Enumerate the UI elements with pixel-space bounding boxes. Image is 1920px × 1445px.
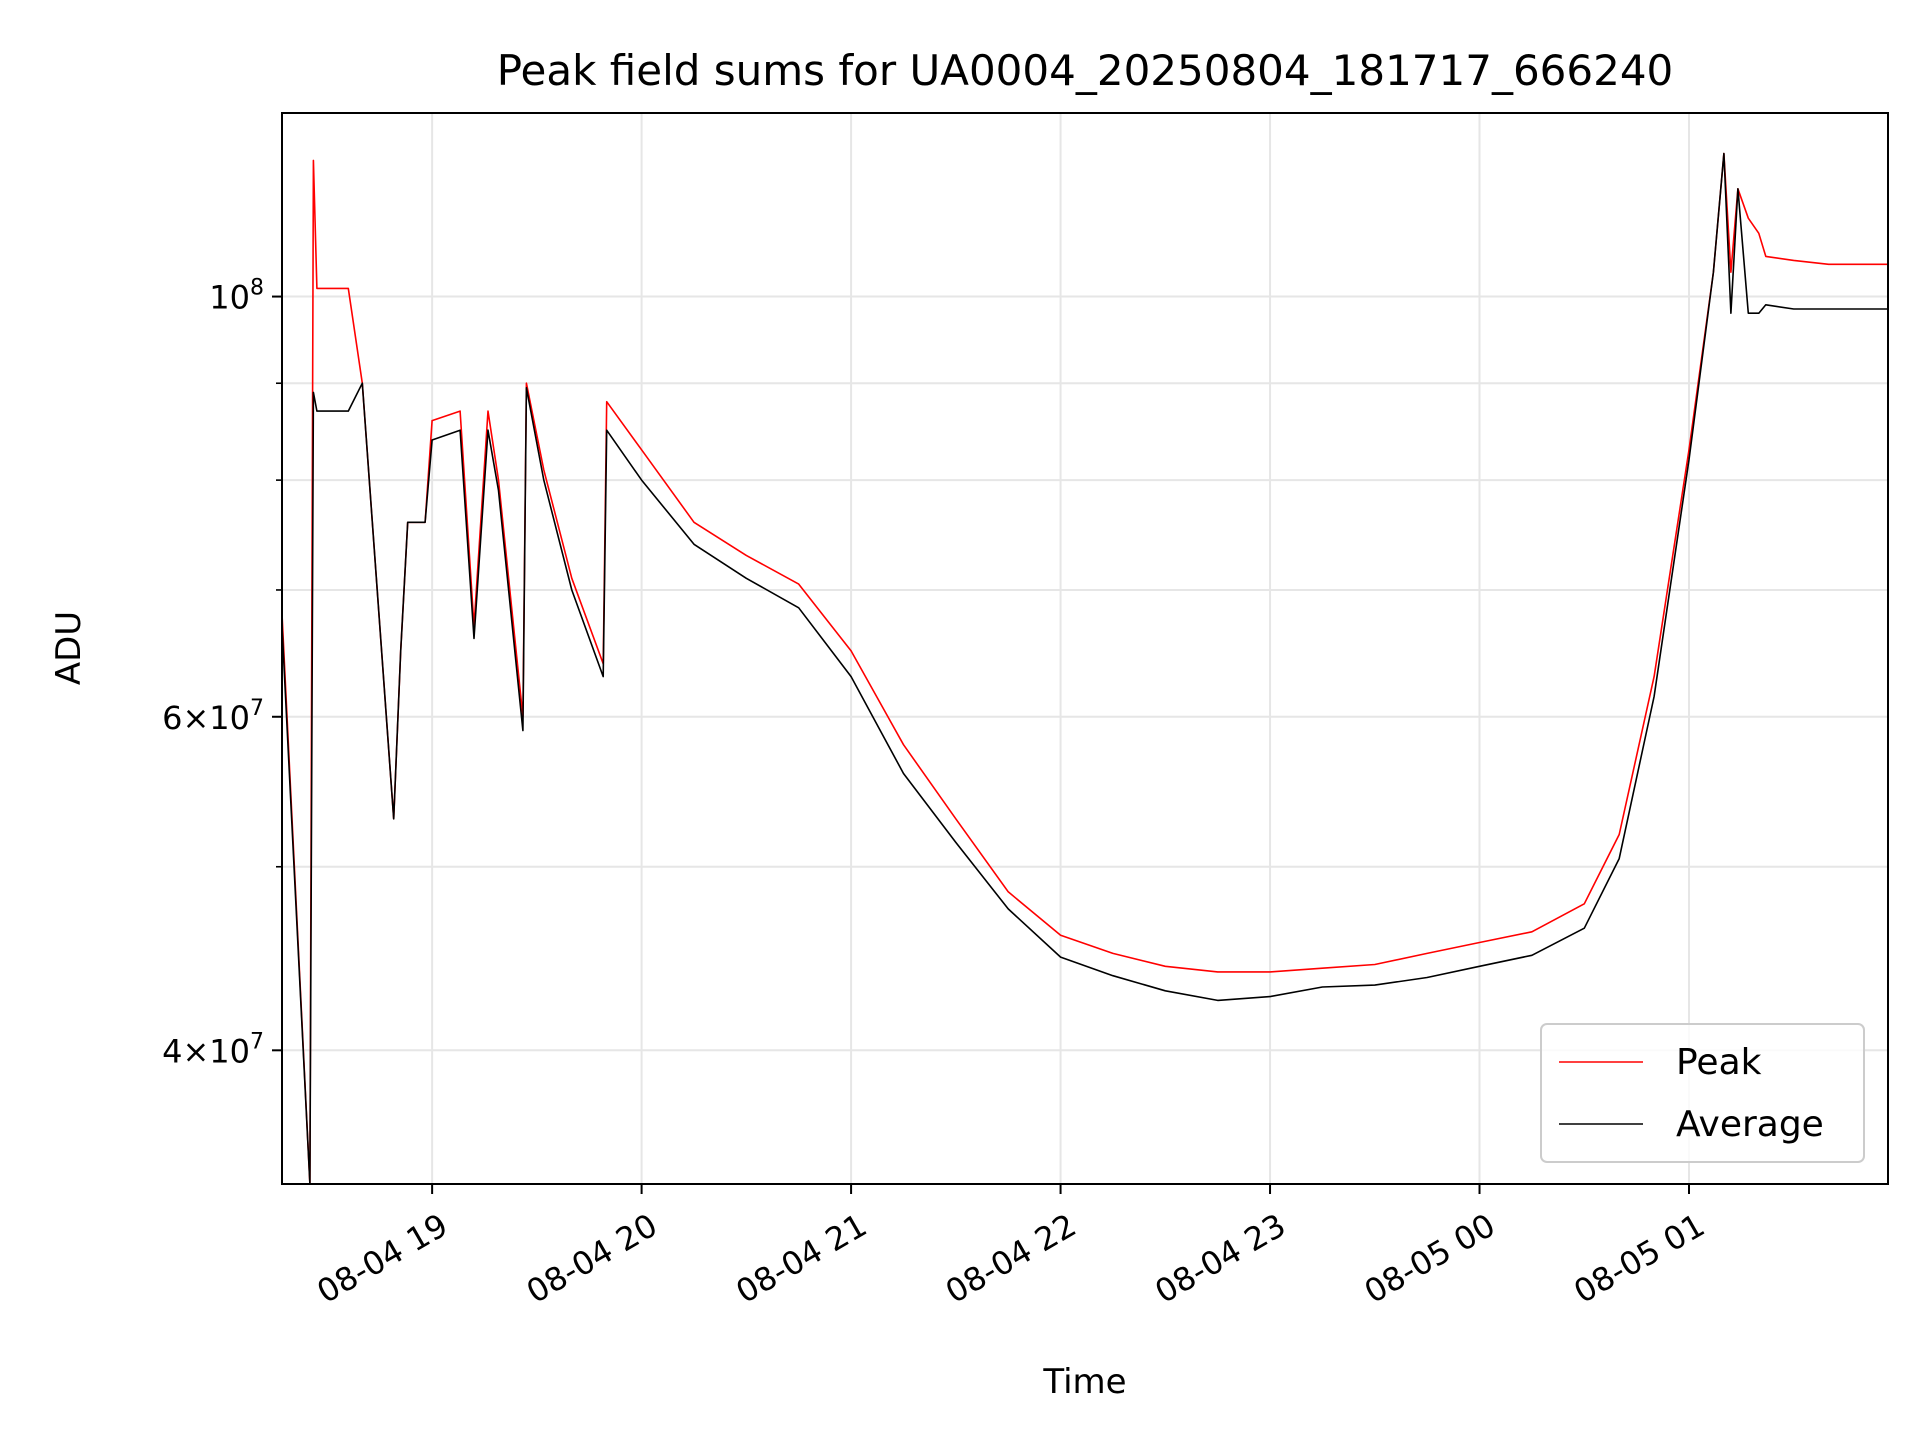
- legend: Peak Average: [1540, 1023, 1865, 1163]
- y-tick-label-exponent: 8: [250, 276, 264, 301]
- y-tick-label-base: 6×10: [162, 699, 250, 737]
- grid-layer: [282, 113, 1888, 1184]
- legend-label-peak: Peak: [1676, 1042, 1762, 1083]
- y-tick-label-base: 4×10: [162, 1032, 250, 1070]
- y-tick-label-base: 10: [209, 279, 250, 317]
- series-line-average: [281, 152, 1888, 1185]
- y-tick-label: 108: [209, 276, 264, 317]
- chart-title: Peak field sums for UA0004_20250804_1817…: [497, 46, 1674, 95]
- y-tick-label: 6×107: [162, 696, 264, 737]
- plot-frame: [281, 112, 1889, 1185]
- y-tick-label-exponent: 7: [250, 696, 264, 721]
- legend-label-average: Average: [1676, 1104, 1824, 1145]
- y-axis-label: ADU: [49, 611, 89, 685]
- series-layer: [281, 152, 1888, 1185]
- x-axis-label: Time: [1042, 1362, 1126, 1402]
- y-tick-label-exponent: 7: [250, 1029, 264, 1054]
- y-tick-label: 4×107: [162, 1029, 264, 1070]
- legend-frame: [1540, 1023, 1865, 1163]
